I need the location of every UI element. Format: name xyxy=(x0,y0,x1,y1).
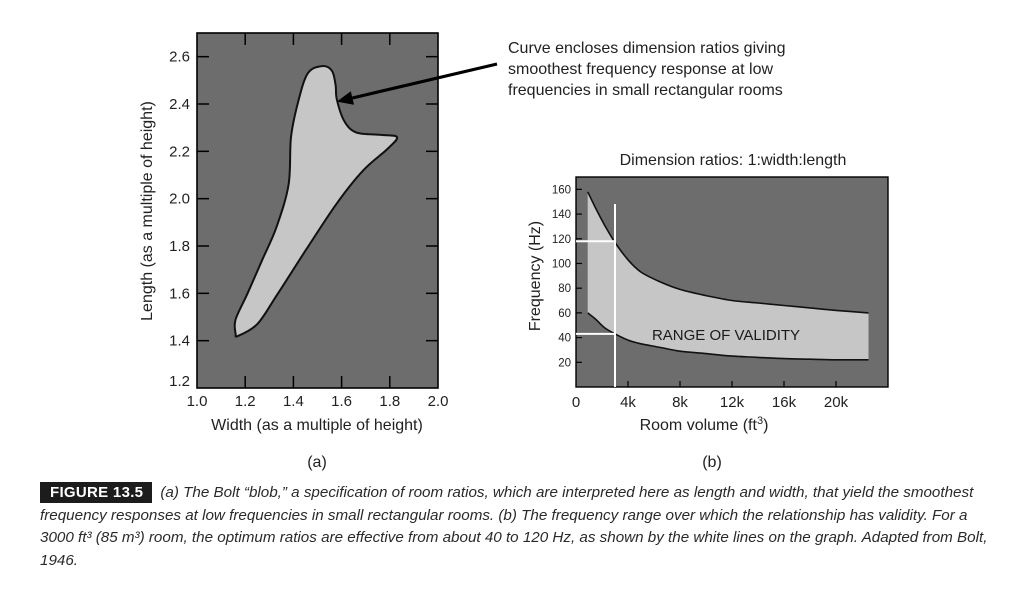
x-tick-label: 2.0 xyxy=(428,393,449,410)
chart-a-y-ticks: 1.2 1.4 1.6 1.8 2.0 2.2 2.4 2.6 xyxy=(169,49,438,390)
x-tick-label: 4k xyxy=(620,394,636,411)
chart-a-x-axis-label: Width (as a multiple of height) xyxy=(211,417,423,434)
chart-b-x-ticks: 0 4k 8k 12k 16k 20k xyxy=(572,381,849,411)
y-tick-label: 1.2 xyxy=(169,373,190,390)
caption-text: (a) The Bolt “blob,” a specification of … xyxy=(40,484,988,569)
x-tick-label: 1.0 xyxy=(187,393,208,410)
y-tick-label: 2.2 xyxy=(169,143,190,160)
x-tick-label: 1.4 xyxy=(283,393,304,410)
y-tick-label: 140 xyxy=(552,209,571,221)
chart-a-panel-label: (a) xyxy=(307,454,327,471)
y-tick-label: 1.4 xyxy=(169,333,190,350)
chart-b-panel-label: (b) xyxy=(702,454,722,471)
x-tick-label: 8k xyxy=(672,394,688,411)
figure-caption: FIGURE 13.5 (a) The Bolt “blob,” a specif… xyxy=(40,482,990,572)
x-tick-label: 16k xyxy=(772,394,797,411)
y-tick-label: 60 xyxy=(558,308,571,320)
chart-b-x-axis-label-text: Room volume (ft xyxy=(640,417,758,434)
chart-a-bolt-blob: 1.0 1.2 1.4 1.6 1.8 2.0 1.2 1.4 1.6 1.8 2.0 2.2 2.4… xyxy=(139,32,449,471)
validity-band xyxy=(587,191,869,360)
y-tick-label: 120 xyxy=(552,234,571,246)
chart-b-y-ticks: 20 40 60 80 100 120 140 160 xyxy=(552,184,582,369)
x-tick-label: 12k xyxy=(720,394,745,411)
y-tick-label: 40 xyxy=(558,333,571,345)
annotation-line-3: frequencies in small rectangular rooms xyxy=(508,82,783,99)
chart-b-title: Dimension ratios: 1:width:length xyxy=(620,152,847,169)
annotation-line-2: smoothest frequency response at low xyxy=(508,61,773,78)
bolt-blob-region xyxy=(233,65,399,338)
chart-b-x-axis-label: Room volume (ft3) xyxy=(640,415,769,434)
y-tick-label: 80 xyxy=(558,283,571,295)
y-tick-label: 2.6 xyxy=(169,49,190,66)
chart-b-x-axis-label-end: ) xyxy=(763,417,768,434)
annotation-line-1: Curve encloses dimension ratios giving xyxy=(508,40,785,57)
chart-b-validity-range: Dimension ratios: 1:width:length RANGE O… xyxy=(527,152,889,471)
blob-annotation: Curve encloses dimension ratios giving s… xyxy=(336,40,785,105)
x-tick-label: 20k xyxy=(824,394,849,411)
x-tick-label: 1.2 xyxy=(235,393,256,410)
lower-frequency-curve xyxy=(587,312,869,361)
band-label: RANGE OF VALIDITY xyxy=(652,327,800,344)
y-tick-label: 100 xyxy=(552,258,571,270)
chart-a-x-ticks: 1.0 1.2 1.4 1.6 1.8 2.0 xyxy=(187,33,449,410)
annotation-arrow-head xyxy=(336,91,354,105)
x-tick-label: 0 xyxy=(572,394,580,411)
chart-b-y-axis-label: Frequency (Hz) xyxy=(527,221,544,331)
y-tick-label: 2.0 xyxy=(169,191,190,208)
x-tick-label: 1.6 xyxy=(331,393,352,410)
annotation-arrow-shaft xyxy=(352,62,498,100)
chart-a-y-axis-label: Length (as a multiple of height) xyxy=(139,101,156,321)
chart-b-x-axis-label-sup: 3 xyxy=(757,415,763,427)
figure-label: FIGURE 13.5 xyxy=(40,482,153,503)
upper-frequency-curve xyxy=(586,191,869,314)
y-tick-label: 160 xyxy=(552,184,571,196)
x-tick-label: 1.8 xyxy=(379,393,400,410)
y-tick-label: 20 xyxy=(558,357,571,369)
y-tick-label: 1.8 xyxy=(169,238,190,255)
y-tick-label: 2.4 xyxy=(169,96,190,113)
y-tick-label: 1.6 xyxy=(169,285,190,302)
